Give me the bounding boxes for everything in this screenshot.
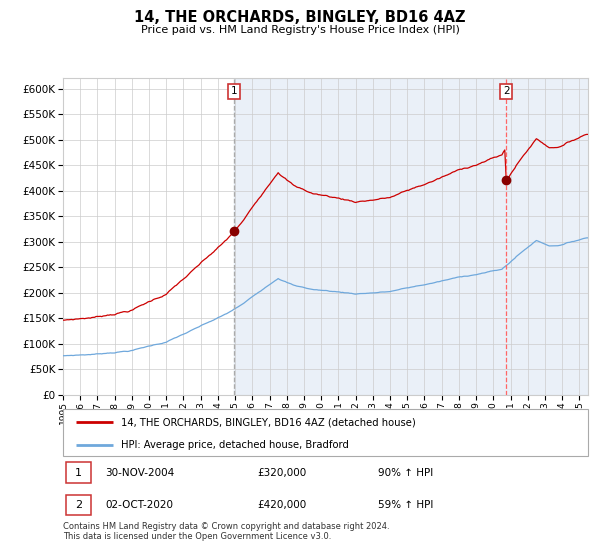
Text: Price paid vs. HM Land Registry's House Price Index (HPI): Price paid vs. HM Land Registry's House …	[140, 25, 460, 35]
Bar	[234, 78, 600, 395]
Text: £420,000: £420,000	[257, 500, 307, 510]
FancyBboxPatch shape	[63, 409, 588, 456]
Text: 2: 2	[503, 86, 509, 96]
Text: HPI: Average price, detached house, Bradford: HPI: Average price, detached house, Brad…	[121, 440, 349, 450]
FancyBboxPatch shape	[65, 495, 91, 515]
Text: 02-OCT-2020: 02-OCT-2020	[105, 500, 173, 510]
FancyBboxPatch shape	[65, 463, 91, 483]
Text: 90% ↑ HPI: 90% ↑ HPI	[378, 468, 433, 478]
Text: 14, THE ORCHARDS, BINGLEY, BD16 4AZ: 14, THE ORCHARDS, BINGLEY, BD16 4AZ	[134, 10, 466, 25]
Text: 14, THE ORCHARDS, BINGLEY, BD16 4AZ (detached house): 14, THE ORCHARDS, BINGLEY, BD16 4AZ (det…	[121, 417, 415, 427]
Text: 1: 1	[75, 468, 82, 478]
Text: 1: 1	[230, 86, 237, 96]
Text: 30-NOV-2004: 30-NOV-2004	[105, 468, 174, 478]
Text: This data is licensed under the Open Government Licence v3.0.: This data is licensed under the Open Gov…	[63, 532, 331, 541]
Text: Contains HM Land Registry data © Crown copyright and database right 2024.: Contains HM Land Registry data © Crown c…	[63, 522, 389, 531]
Text: 2: 2	[74, 500, 82, 510]
Text: £320,000: £320,000	[257, 468, 307, 478]
Text: 59% ↑ HPI: 59% ↑ HPI	[378, 500, 433, 510]
